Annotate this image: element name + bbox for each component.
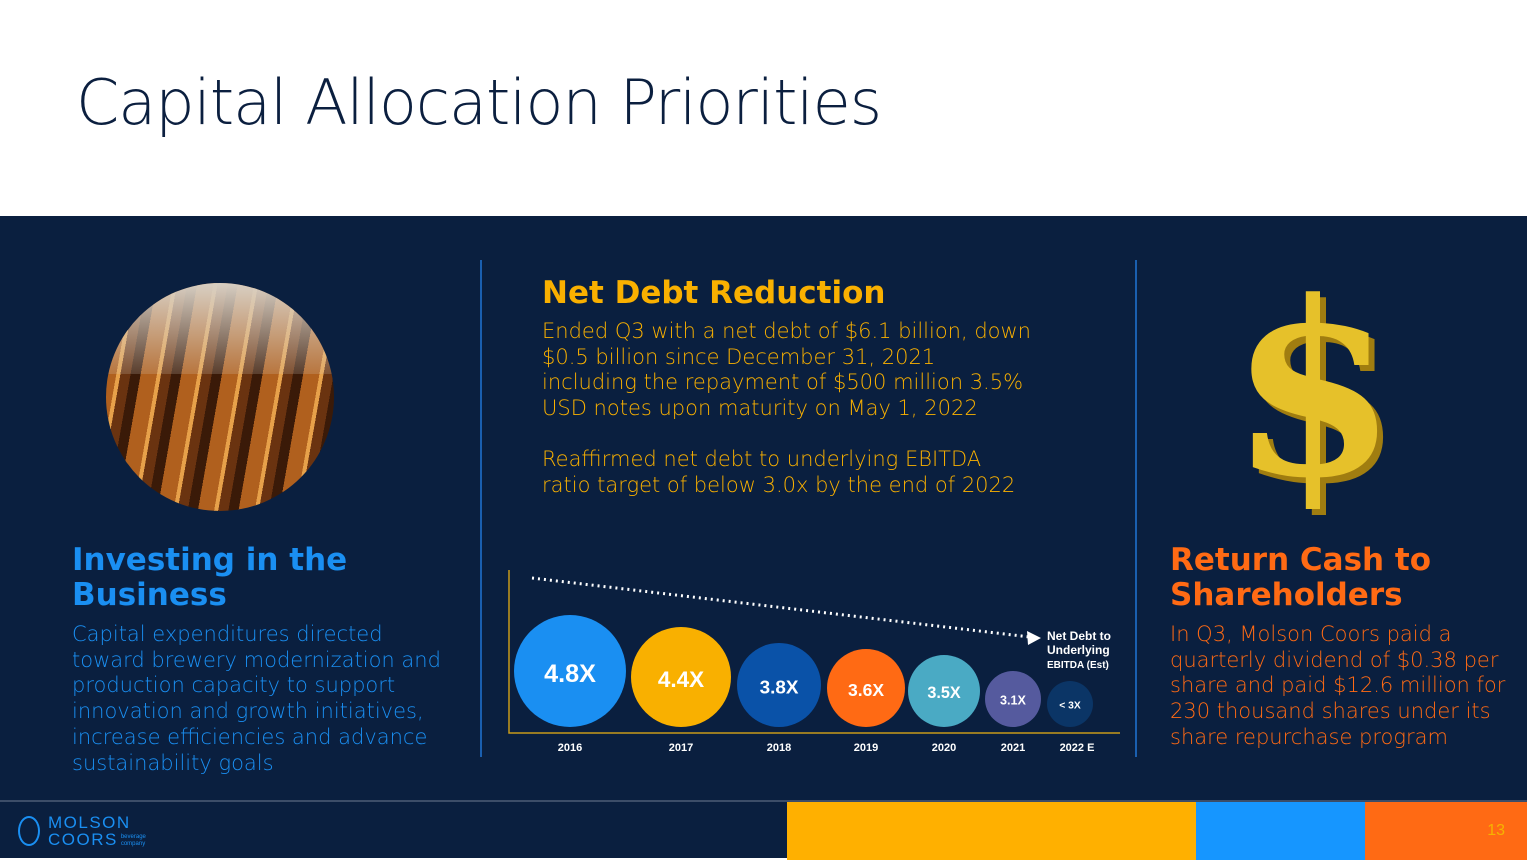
chart-annotation: Underlying <box>1047 643 1110 657</box>
divider <box>1135 260 1137 757</box>
logo-text: COORS <box>48 830 118 849</box>
x-tick-label: 2018 <box>767 742 791 754</box>
net-debt-para2: Reaffirmed net debt to underlying EBITDA… <box>542 447 1016 497</box>
divider <box>480 260 482 757</box>
bubble-label: 4.4X <box>658 667 704 692</box>
return-cash-body: In Q3, Molson Coors paid a quarterly div… <box>1170 622 1506 749</box>
chart-axis <box>508 570 1120 734</box>
bubble-label: 3.1X <box>1000 694 1027 708</box>
logo-text: MOLSON <box>48 813 131 832</box>
page-title: Capital Allocation Priorities <box>76 66 882 139</box>
bubble-2018 <box>737 643 821 727</box>
trend-arrow <box>1027 631 1041 645</box>
footer-bar-yellow <box>787 802 1196 860</box>
bubble-label: 4.8X <box>544 660 596 688</box>
bubble-2016 <box>514 615 626 727</box>
bubble-2020 <box>908 655 980 727</box>
x-tick-label: 2021 <box>1001 742 1025 754</box>
bubble-2019 <box>827 649 905 727</box>
footer-bar-orange <box>1365 802 1527 860</box>
x-tick-label: 2017 <box>669 742 693 754</box>
bubble-label: 3.5X <box>927 684 961 702</box>
x-tick-label: 2016 <box>558 742 582 754</box>
investing-body: Capital expenditures directed toward bre… <box>72 622 441 775</box>
bubble-2017 <box>631 627 731 727</box>
chart-annotation: EBITDA (Est) <box>1047 660 1109 671</box>
investing-heading: Investing in the Business <box>72 542 348 613</box>
net-debt-para1: Ended Q3 with a net debt of $6.1 billion… <box>542 319 1031 421</box>
footer: MOLSON COORS beverage company 13 <box>0 800 1527 860</box>
beer-bottles-photo <box>106 283 334 511</box>
net-debt-heading: Net Debt Reduction <box>542 275 886 311</box>
page-number: 13 <box>1487 822 1505 839</box>
dollar-sign-icon: $ <box>1230 249 1397 531</box>
x-tick-label: 2019 <box>854 742 878 754</box>
logo-sub: company <box>120 841 146 847</box>
logo-icon <box>18 816 40 846</box>
x-tick-label: 2022 E <box>1060 742 1095 754</box>
bubble-label: 3.6X <box>848 680 884 700</box>
chart-annotation: Net Debt to <box>1047 629 1111 643</box>
bubble-2022 E <box>1047 681 1093 727</box>
x-tick-label: 2020 <box>932 742 956 754</box>
trend-line <box>531 576 1031 639</box>
bubble-label: 3.8X <box>760 677 799 698</box>
bubble-label: < 3X <box>1059 701 1081 712</box>
logo-sub: beverage <box>120 834 146 840</box>
molson-coors-logo: MOLSON COORS beverage company <box>18 814 146 848</box>
footer-bar-blue <box>1196 802 1365 860</box>
return-cash-heading: Return Cash to Shareholders <box>1170 542 1432 613</box>
bubble-2021 <box>985 671 1041 727</box>
